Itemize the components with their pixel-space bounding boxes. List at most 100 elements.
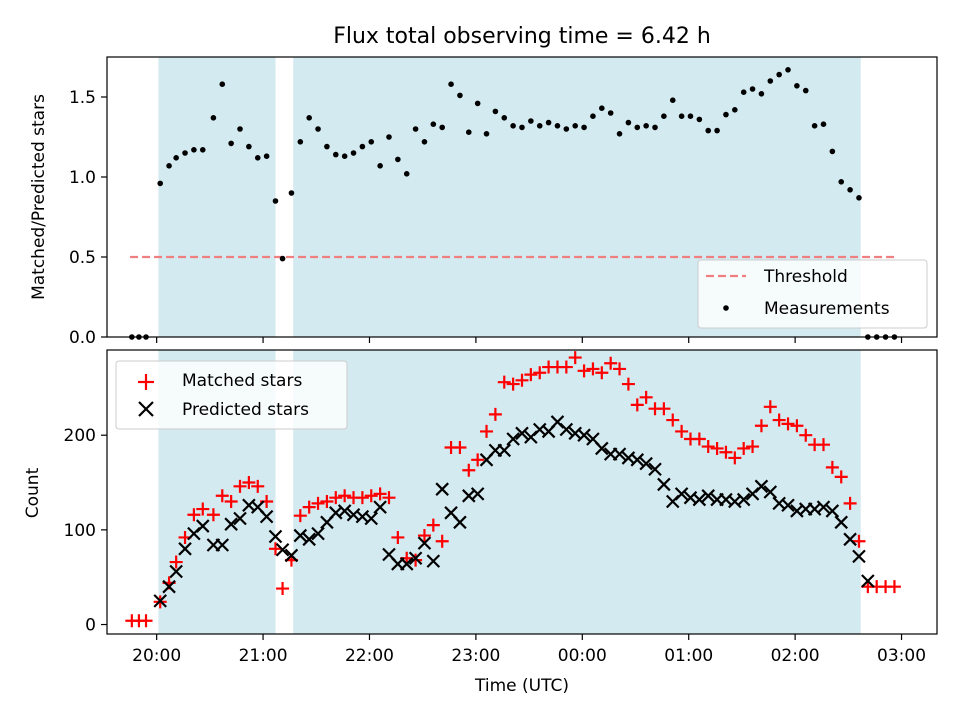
matched-star-point	[754, 419, 768, 433]
measurement-point	[581, 124, 587, 131]
matched-star-point	[577, 364, 591, 378]
measurement-point	[696, 116, 703, 123]
matched-star-point	[364, 489, 378, 503]
measurement-point	[749, 86, 756, 92]
measurement-point	[590, 113, 596, 119]
measurement-point	[758, 91, 765, 97]
matched-star-point	[276, 582, 290, 596]
matched-star-point	[391, 530, 405, 544]
matched-star-point	[790, 419, 804, 433]
matched-star-point	[311, 496, 325, 510]
measurement-point	[536, 123, 543, 129]
measurement-point	[403, 171, 410, 177]
measurement-point	[219, 81, 226, 87]
measurement-point	[254, 155, 261, 161]
matched-star-point	[621, 377, 635, 391]
measurement-point	[368, 139, 375, 145]
matched-star-point	[462, 463, 476, 477]
predicted-star-point	[435, 482, 449, 496]
predicted-star-point	[861, 574, 875, 588]
matched-star-point	[169, 555, 183, 569]
matched-star-point	[781, 417, 795, 431]
measurement-point	[246, 143, 252, 150]
x-tick-label: 20:00	[132, 646, 181, 666]
matched-star-point	[497, 375, 511, 389]
ratio-x-ticks	[156, 337, 903, 343]
matched-star-point	[852, 534, 866, 548]
matched-star-point	[373, 487, 387, 501]
measurement-point	[669, 97, 676, 103]
measurement-point	[545, 119, 552, 126]
matched-star-point	[887, 580, 901, 594]
predicted-star-point	[259, 509, 274, 524]
ratio-legend-box	[697, 259, 928, 329]
count-y-axis-label: Count	[23, 467, 43, 518]
predicted-star-point	[233, 511, 247, 526]
x-tick-label: 22:00	[345, 646, 394, 666]
matched-star-point	[524, 368, 538, 382]
y-tick-label: 0.5	[69, 248, 96, 268]
predicted-star-point	[153, 594, 167, 608]
matched-star-point	[586, 362, 600, 376]
matched-star-point	[302, 500, 316, 514]
predicted-star-point	[275, 542, 290, 557]
measurement-point	[173, 155, 179, 161]
predicted-star-point	[162, 579, 176, 594]
measurement-point	[563, 126, 570, 132]
matched-star-point	[746, 440, 760, 454]
measurement-point	[616, 131, 623, 137]
matched-star-point	[382, 491, 396, 505]
matched-star-point	[568, 351, 582, 365]
measurement-point	[474, 100, 481, 107]
measurement-point	[157, 180, 164, 187]
ratio-y-axis-label: Matched/Predicted stars	[29, 94, 49, 300]
predicted-star-point	[763, 485, 778, 499]
x-tick-label: 01:00	[664, 646, 713, 666]
predicted-star-point	[843, 532, 857, 547]
legend-measurements-label: Measurements	[764, 299, 890, 319]
matched-star-point	[320, 494, 334, 508]
measurement-point	[279, 255, 286, 262]
matched-star-point	[639, 390, 653, 404]
measurement-point	[421, 139, 428, 145]
predicted-star-point	[426, 554, 441, 568]
measurement-point	[732, 107, 738, 113]
predicted-star-point	[559, 422, 574, 437]
measurement-point	[607, 110, 614, 116]
predicted-star-point	[284, 548, 299, 563]
matched-star-point	[426, 518, 440, 532]
matched-star-point	[666, 413, 680, 427]
count-x-ticks: 20:00 21:00 22:00 23:00 00:00 01:00 02:00 03:00	[132, 634, 926, 666]
measurement-point	[829, 148, 836, 155]
measurement-point	[272, 198, 279, 204]
measurement-point	[263, 153, 270, 159]
measurement-point	[572, 123, 579, 129]
measurement-point	[199, 147, 206, 153]
matched-star-point	[763, 400, 777, 414]
matched-star-point	[471, 453, 485, 467]
measurement-point	[705, 127, 712, 134]
matched-star-point	[737, 441, 751, 455]
matched-star-point	[719, 445, 733, 459]
predicted-star-point	[781, 498, 795, 513]
x-tick-label: 02:00	[771, 646, 820, 666]
measurement-point	[847, 187, 853, 193]
measurement-point	[386, 134, 392, 140]
count-y-ticks: 0 100 200	[64, 426, 107, 636]
observing-interval	[158, 57, 276, 337]
observing-interval	[293, 350, 861, 634]
count-panel-frame	[106, 349, 938, 635]
measurement-point	[687, 113, 694, 119]
predicted-star-point	[215, 538, 230, 552]
y-tick-label: 1.5	[69, 88, 96, 108]
matched-star-point	[710, 441, 724, 455]
matched-star-point	[657, 402, 671, 416]
matched-star-point	[834, 470, 848, 484]
measurement-point	[377, 163, 383, 169]
predicted-star-point	[515, 426, 529, 441]
measurement-point	[448, 81, 454, 87]
measurement-point	[785, 67, 791, 73]
x-tick-label: 03:00	[877, 646, 926, 666]
matched-star-point	[417, 529, 431, 543]
predicted-star-point	[453, 515, 467, 530]
